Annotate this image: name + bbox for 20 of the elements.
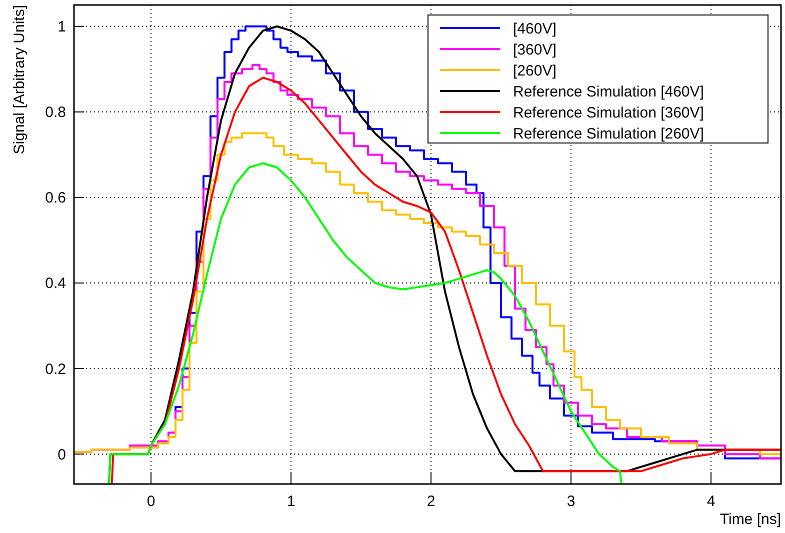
legend-label: Reference Simulation [260V] xyxy=(513,125,704,142)
line-series xyxy=(108,162,622,484)
legend-label: Reference Simulation [460V] xyxy=(513,83,704,100)
x-tick-label: 2 xyxy=(426,493,436,510)
y-tick-label: 0.4 xyxy=(45,275,66,292)
legend-label: [360V] xyxy=(513,41,556,58)
x-tick-label: 3 xyxy=(566,493,576,510)
x-tick-label: 1 xyxy=(286,493,296,510)
y-tick-label: 0.8 xyxy=(45,104,66,122)
legend-label: [460V] xyxy=(513,20,556,38)
y-tick-label: 0.6 xyxy=(45,190,66,207)
y-axis-title: Signal [Arbitrary Units] xyxy=(11,5,28,154)
y-tick-label: 0.2 xyxy=(45,360,66,378)
y-tick-label: 0 xyxy=(58,446,66,464)
legend-label: Reference Simulation [360V] xyxy=(513,104,704,122)
x-axis-title: Time [ns] xyxy=(720,511,781,528)
x-tick-label: 4 xyxy=(706,493,716,510)
x-tick-label: 0 xyxy=(146,493,156,510)
y-tick-label: 1 xyxy=(58,18,66,36)
legend-label: [260V] xyxy=(513,62,556,80)
